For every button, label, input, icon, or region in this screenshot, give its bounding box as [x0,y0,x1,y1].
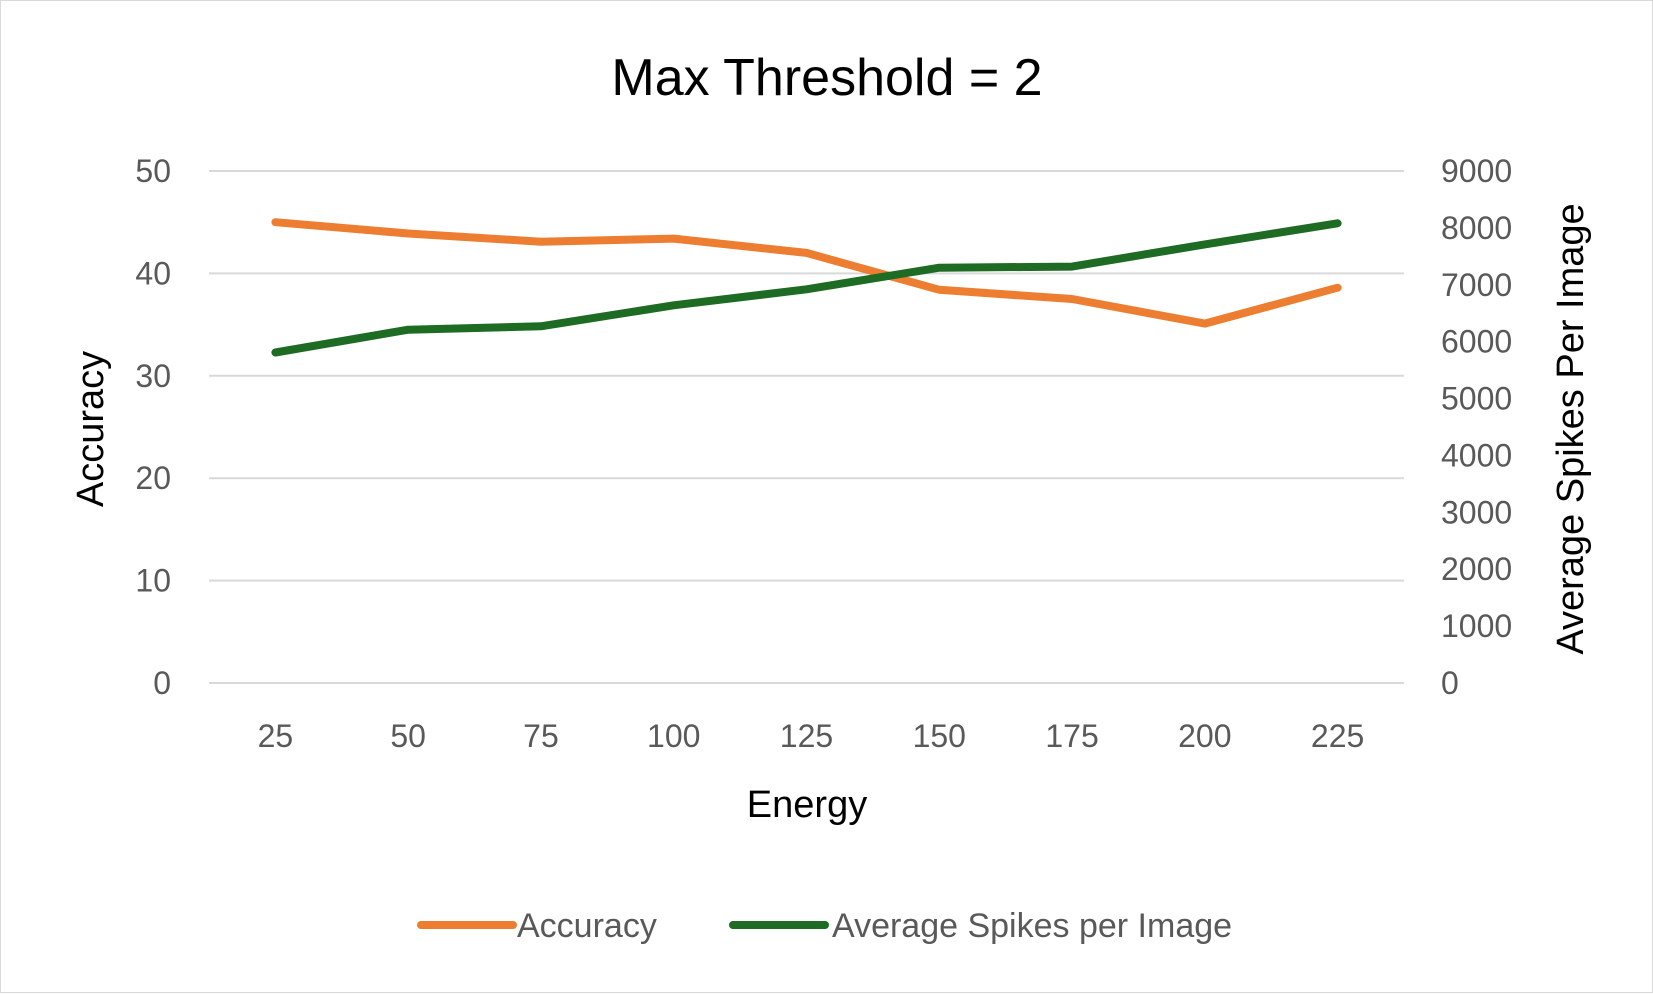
y-tick-label: 0 [153,665,171,701]
y2-tick-label: 6000 [1441,324,1512,360]
y2-tick-label: 3000 [1441,494,1512,530]
x-tick-label: 125 [780,718,833,754]
x-tick-label: 200 [1178,718,1231,754]
x-axis-title: Energy [747,784,867,826]
y-tick-label: 10 [135,563,171,599]
legend-label: Accuracy [517,907,657,945]
y-axis-left-ticks: 0 10 20 30 40 50 [135,153,171,701]
y-tick-label: 40 [135,255,171,291]
y2-tick-label: 8000 [1441,210,1512,246]
x-tick-label: 175 [1045,718,1098,754]
x-tick-label: 50 [390,718,426,754]
gridlines [209,170,1404,684]
series-line-spikes [271,219,1342,357]
legend-label: Average Spikes per Image [832,907,1232,945]
y-axis-left-title: Accuracy [70,351,112,507]
y2-tick-label: 0 [1441,665,1459,701]
series-line-accuracy [271,218,1342,328]
x-tick-label: 225 [1311,718,1364,754]
chart-title: Max Threshold = 2 [611,49,1042,107]
y-tick-label: 50 [135,153,171,189]
x-axis-ticks: 25 50 75 100 125 150 175 200 225 [258,718,1365,754]
y2-tick-label: 1000 [1441,608,1512,644]
x-tick-label: 150 [913,718,966,754]
y-tick-label: 20 [135,460,171,496]
x-tick-label: 100 [647,718,700,754]
y-tick-label: 30 [135,358,171,394]
x-tick-label: 75 [523,718,559,754]
y2-tick-label: 4000 [1441,437,1512,473]
y-axis-right-ticks: 0 1000 2000 3000 4000 5000 6000 7000 8000 9000 [1441,153,1512,701]
y2-tick-label: 7000 [1441,267,1512,303]
y2-tick-label: 2000 [1441,551,1512,587]
series-lines [271,218,1342,357]
y2-tick-label: 9000 [1441,153,1512,189]
y2-tick-label: 5000 [1441,381,1512,417]
x-tick-label: 25 [258,718,294,754]
legend: Accuracy Average Spikes per Image [417,907,1232,945]
y-axis-right-title: Average Spikes Per Image [1550,203,1592,654]
